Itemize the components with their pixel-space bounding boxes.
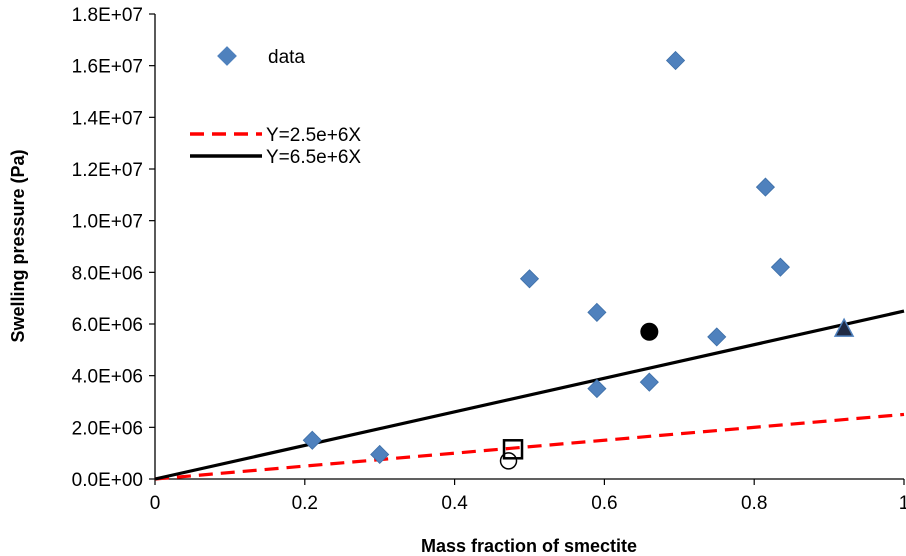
x-tick-label: 0.4	[441, 493, 468, 514]
legend: data Y=2.5e+6X Y=6.5e+6X	[190, 46, 361, 168]
y-ticks: 0.0E+00 2.0E+06 4.0E+06 6.0E+06 8.0E+06 1.0E+…	[72, 5, 155, 491]
legend-label-solid-line: Y=6.5e+6X	[266, 147, 361, 168]
data-point-diamond	[370, 444, 390, 465]
y-tick-label: 4.0E+06	[72, 367, 143, 388]
y-tick-label: 1.4E+07	[72, 108, 143, 129]
data-point-diamond	[665, 50, 686, 71]
data-points	[302, 50, 790, 465]
y-tick-label: 6.0E+06	[72, 315, 143, 336]
x-ticks: 0 0.2 0.4 0.6 0.8 1	[150, 479, 906, 514]
x-tick-label: 0	[150, 493, 161, 514]
fit-lines	[154, 309, 905, 481]
data-point-diamond	[755, 177, 776, 197]
data-point-diamond	[587, 302, 607, 322]
legend-label-dashed-line: Y=2.5e+6X	[266, 125, 361, 146]
y-tick-label: 8.0E+06	[72, 263, 143, 284]
y-tick-label: 2.0E+06	[72, 418, 143, 439]
data-point-diamond	[587, 379, 607, 399]
legend-item-dashed-line: Y=2.5e+6X	[190, 125, 361, 146]
x-axis-title: Mass fraction of smectite	[421, 536, 637, 556]
dashed-fit-line	[154, 412, 905, 481]
y-tick-label: 1.6E+07	[72, 57, 143, 78]
y-tick-label: 1.0E+07	[72, 212, 143, 233]
y-axis-title: Swelling pressure (Pa)	[8, 149, 28, 342]
data-point-diamond	[519, 269, 540, 289]
x-tick-label: 1	[899, 493, 906, 514]
data-point-diamond	[707, 327, 727, 347]
legend-item-data: data	[217, 46, 305, 68]
legend-label-data: data	[268, 47, 305, 68]
x-tick-label: 0.2	[292, 493, 318, 514]
axes	[154, 14, 904, 480]
x-tick-label: 0.8	[741, 493, 767, 514]
y-tick-label: 0.0E+00	[72, 470, 143, 491]
y-tick-label: 1.2E+07	[72, 160, 143, 181]
x-tick-label: 0.6	[591, 493, 617, 514]
data-point-diamond	[302, 430, 322, 450]
data-point-diamond	[639, 372, 659, 392]
y-tick-label: 1.8E+07	[72, 5, 143, 26]
data-point-diamond	[770, 257, 790, 277]
filled-triangle-marker	[833, 317, 855, 337]
solid-fit-line	[154, 309, 905, 481]
extra-markers	[499, 317, 855, 470]
legend-item-solid-line: Y=6.5e+6X	[190, 147, 361, 168]
open-square-marker	[502, 439, 524, 460]
filled-circle-marker	[640, 322, 659, 341]
legend-diamond-marker	[217, 46, 237, 66]
